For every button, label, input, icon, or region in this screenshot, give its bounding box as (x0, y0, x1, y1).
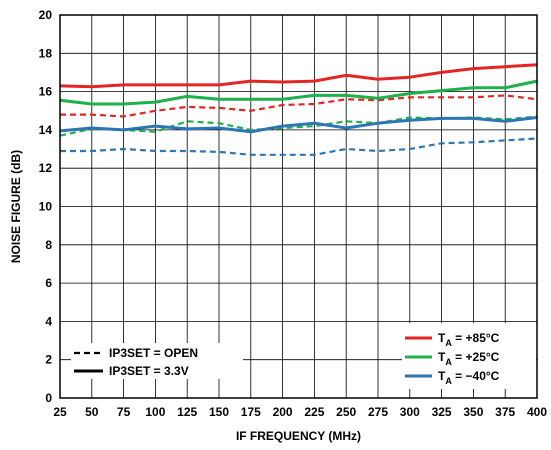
x-tick-label: 225 (304, 405, 324, 419)
series-line (59, 79, 538, 106)
y-tick-label: 6 (45, 276, 52, 290)
x-tick-label: 350 (463, 405, 483, 419)
x-tick-label: 75 (117, 405, 131, 419)
y-tick-label: 2 (45, 353, 52, 367)
x-tick-label: 200 (273, 405, 293, 419)
x-tick-label: 375 (495, 405, 515, 419)
x-tick-label: 250 (336, 405, 356, 419)
x-axis-title: IF FREQUENCY (MHz) (236, 429, 361, 443)
legend-style-label: IP3SET = 3.3V (109, 364, 189, 378)
x-tick-label: 400 (527, 405, 547, 419)
series-line (60, 137, 538, 156)
series-line (59, 116, 538, 134)
y-tick-label: 20 (39, 8, 53, 22)
series-line (59, 63, 538, 89)
y-tick-label: 12 (39, 161, 53, 175)
y-tick-label: 10 (39, 200, 53, 214)
x-tick-label: 175 (241, 405, 261, 419)
y-tick-label: 16 (39, 85, 53, 99)
y-axis-title: NOISE FIGURE (dB) (9, 150, 23, 263)
y-tick-label: 4 (45, 314, 52, 328)
legends: TA = +85°C TA = +25°C TA = −40°C IP3SET = O… (71, 323, 536, 389)
tick-labels: 25 50 75 100 125 150 175 200 225 250 275 300 325 350 3… (39, 8, 548, 419)
y-tick-label: 14 (39, 123, 53, 137)
x-tick-label: 100 (145, 405, 165, 419)
legend-style-label: IP3SET = OPEN (109, 346, 198, 360)
series-lines (59, 63, 538, 156)
x-tick-label: 300 (400, 405, 420, 419)
x-tick-label: 25 (53, 405, 67, 419)
x-tick-label: 125 (177, 405, 197, 419)
legend-temp-label: TA = −40°C (438, 369, 500, 386)
plot-frame (59, 14, 538, 399)
y-tick-label: 0 (45, 391, 52, 405)
x-tick-label: 150 (209, 405, 229, 419)
y-tick-label: 8 (45, 238, 52, 252)
x-tick-label: 325 (432, 405, 452, 419)
x-tick-label: 275 (368, 405, 388, 419)
legend-temp-label: TA = +25°C (438, 350, 500, 367)
legend-temp-label: TA = +85°C (438, 331, 500, 348)
x-tick-label: 50 (85, 405, 99, 419)
style-legend-box (71, 343, 243, 379)
y-tick-label: 18 (39, 46, 53, 60)
